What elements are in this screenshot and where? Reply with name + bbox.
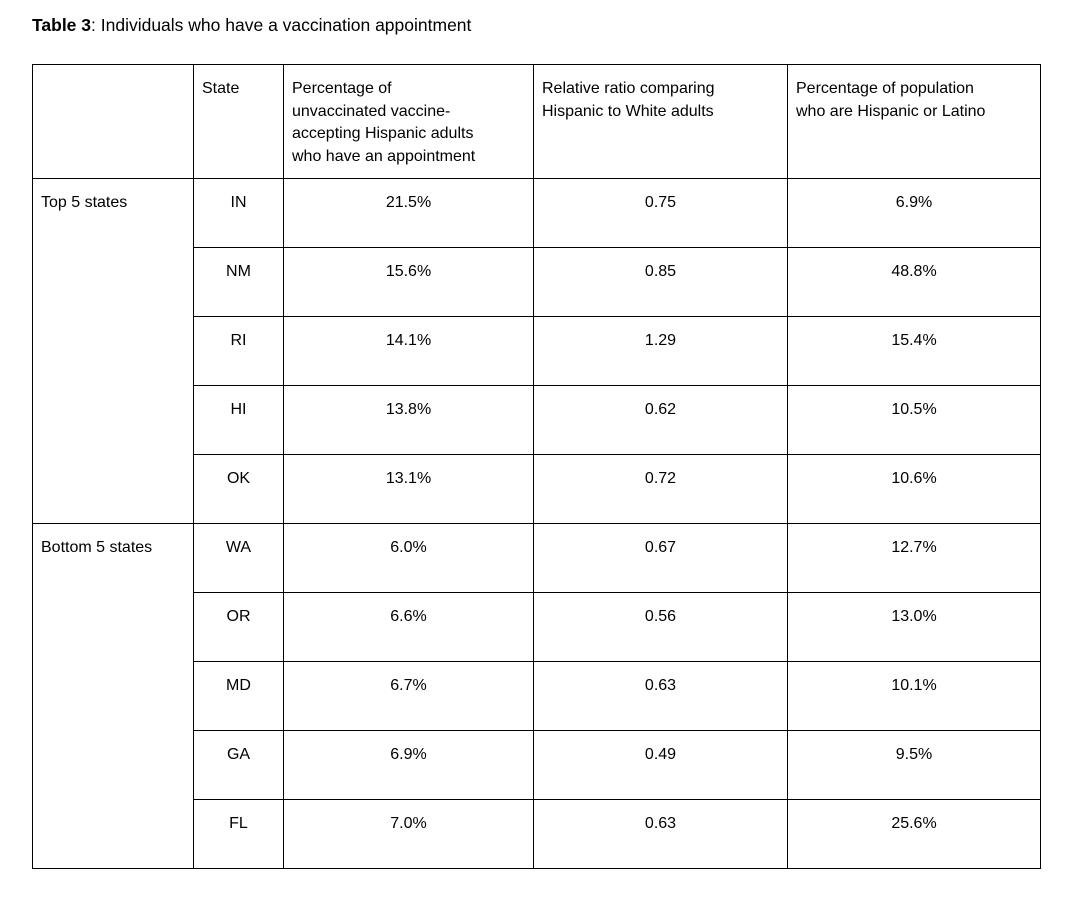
cell-pct-appointment: 13.1% [283,454,534,524]
cell-pct-population: 15.4% [787,316,1041,386]
table-row-hi: HI 13.8% 0.62 10.5% [33,385,1041,455]
group-label-bottom5: Bottom 5 states [32,523,194,869]
cell-pct-population: 12.7% [787,523,1041,593]
table-caption: Table 3: Individuals who have a vaccinat… [32,14,471,37]
table-row-ok: OK 13.1% 0.72 10.6% [33,454,1041,524]
cell-pct-appointment: 21.5% [283,178,534,248]
cell-pct-population: 13.0% [787,592,1041,662]
cell-ratio: 0.63 [533,661,788,731]
table-caption-text: : Individuals who have a vaccination app… [91,15,472,35]
cell-pct-population: 10.1% [787,661,1041,731]
cell-pct-population: 10.5% [787,385,1041,455]
cell-pct-appointment: 6.6% [283,592,534,662]
cell-ratio: 0.75 [533,178,788,248]
cell-pct-appointment: 6.0% [283,523,534,593]
cell-pct-appointment: 7.0% [283,799,534,869]
cell-ratio: 0.56 [533,592,788,662]
cell-pct-appointment: 6.9% [283,730,534,800]
cell-pct-population: 25.6% [787,799,1041,869]
table-row-ga: GA 6.9% 0.49 9.5% [33,730,1041,800]
table-row-wa: Bottom 5 states WA 6.0% 0.67 12.7% [32,523,1041,869]
cell-state: OR [193,592,284,662]
cell-state: FL [193,799,284,869]
cell-state: GA [193,730,284,800]
cell-state: NM [193,247,284,317]
table-row-or: OR 6.6% 0.56 13.0% [33,592,1041,662]
table-row-nm: NM 15.6% 0.85 48.8% [33,247,1041,317]
group-label-top5: Top 5 states [32,178,194,524]
header-pct-population: Percentage of population who are Hispani… [787,64,1041,179]
cell-pct-appointment: 6.7% [283,661,534,731]
cell-pct-population: 10.6% [787,454,1041,524]
header-pct-appointment: Percentage of unvaccinated vaccine- acce… [283,64,534,179]
cell-pct-appointment: 13.8% [283,385,534,455]
cell-ratio: 0.85 [533,247,788,317]
cell-ratio: 0.49 [533,730,788,800]
cell-ratio: 0.67 [533,523,788,593]
cell-ratio: 0.62 [533,385,788,455]
table-row-fl: FL 7.0% 0.63 25.6% [33,799,1041,869]
cell-pct-appointment: 14.1% [283,316,534,386]
cell-ratio: 0.72 [533,454,788,524]
cell-pct-population: 9.5% [787,730,1041,800]
cell-ratio: 0.63 [533,799,788,869]
cell-pct-population: 48.8% [787,247,1041,317]
cell-state: RI [193,316,284,386]
vaccination-table: State Percentage of unvaccinated vaccine… [32,64,1041,869]
header-relative-ratio: Relative ratio comparing Hispanic to Whi… [533,64,788,179]
cell-state: IN [193,178,284,248]
cell-state: HI [193,385,284,455]
cell-state: WA [193,523,284,593]
table-row-md: MD 6.7% 0.63 10.1% [33,661,1041,731]
cell-state: MD [193,661,284,731]
header-state: State [193,64,284,179]
cell-state: OK [193,454,284,524]
table-row-ri: RI 14.1% 1.29 15.4% [33,316,1041,386]
cell-pct-appointment: 15.6% [283,247,534,317]
table-row-in: Top 5 states IN 21.5% 0.75 6.9% [32,178,1041,524]
table-header-row: State Percentage of unvaccinated vaccine… [32,64,1041,179]
cell-pct-population: 6.9% [787,178,1041,248]
cell-ratio: 1.29 [533,316,788,386]
header-corner-cell [32,64,194,179]
table-caption-label: Table 3 [32,15,92,35]
